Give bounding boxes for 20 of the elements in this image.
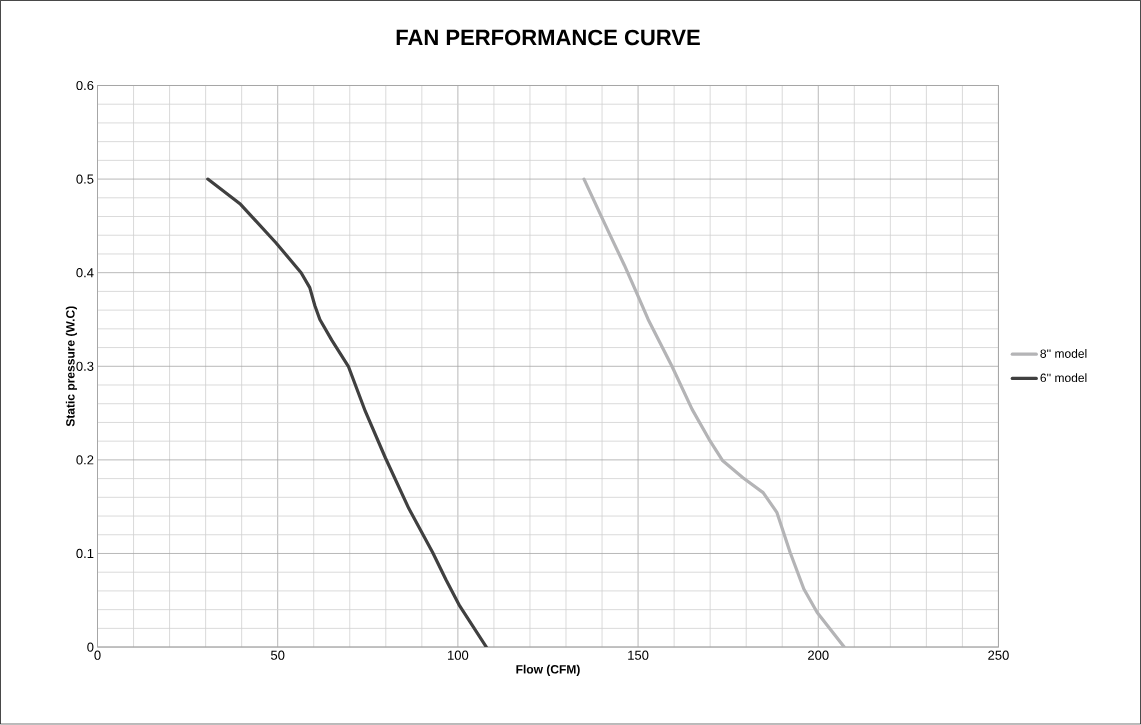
y-tick-label: 0.3 bbox=[76, 361, 94, 372]
y-tick-label: 0 bbox=[87, 642, 94, 652]
legend-label: 6'' model bbox=[1040, 373, 1087, 383]
y-tick-label: 0.2 bbox=[76, 455, 94, 465]
x-axis-title: Flow (CFM) bbox=[516, 664, 580, 677]
x-tick-label: 0 bbox=[94, 650, 101, 661]
y-tick-label: 0.5 bbox=[76, 174, 94, 184]
x-tick-label: 50 bbox=[270, 650, 285, 661]
line-series bbox=[582, 177, 846, 648]
x-tick-label: 150 bbox=[628, 650, 649, 661]
x-tick-label: 100 bbox=[448, 650, 469, 661]
x-tick-label: 200 bbox=[808, 650, 829, 661]
y-tick-label: 0.1 bbox=[76, 549, 94, 559]
line-series bbox=[206, 177, 488, 648]
y-tick-label: 0.6 bbox=[76, 81, 94, 91]
chart-title: FAN PERFORMANCE CURVE bbox=[396, 29, 700, 46]
y-tick-label: 0.4 bbox=[76, 268, 94, 278]
x-tick-label: 250 bbox=[988, 650, 1009, 661]
legend-label: 8'' model bbox=[1040, 349, 1087, 359]
y-axis-title: Static pressure (W.C) bbox=[65, 306, 78, 427]
